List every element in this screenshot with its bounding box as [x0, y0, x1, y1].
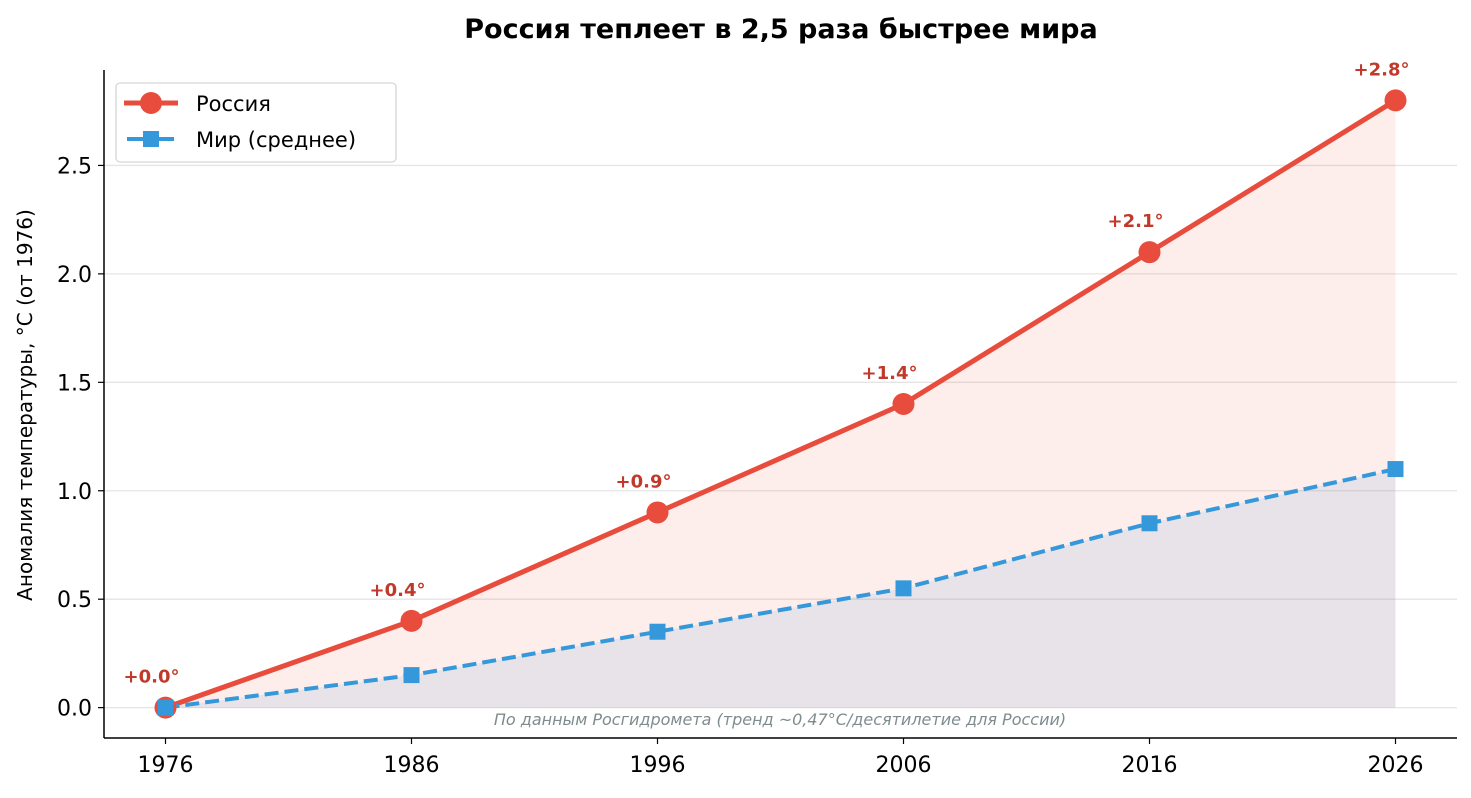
legend-label-world: Мир (среднее)	[196, 128, 356, 152]
data-label: +2.1°	[1108, 211, 1164, 232]
grid	[104, 164, 1457, 709]
y-tick-label: 2.5	[57, 154, 92, 179]
series-markers	[154, 89, 1407, 719]
series-line-russia	[164, 98, 1397, 710]
series-line-world	[165, 467, 1396, 710]
data-point	[403, 667, 420, 684]
y-tick-label: 0.0	[57, 697, 92, 722]
y-tick-label: 1.5	[57, 371, 92, 396]
area-fill-world	[165, 469, 1396, 708]
legend: Россия Мир (среднее)	[115, 82, 397, 163]
x-tick-label: 2016	[1122, 753, 1178, 778]
data-point	[895, 580, 912, 597]
data-point	[892, 393, 915, 415]
y-axis-label: Аномалия температуры, °C (от 1976)	[13, 209, 37, 601]
data-label: +1.4°	[862, 363, 918, 384]
x-tick-label: 2006	[876, 753, 932, 778]
data-label: +2.8°	[1354, 59, 1410, 80]
data-label: +0.0°	[124, 667, 180, 688]
legend-label-russia: Россия	[196, 92, 271, 116]
area-fills	[165, 100, 1396, 708]
data-label: +0.9°	[616, 471, 672, 492]
source-annotation: По данным Росгидромета (тренд ~0,47°C/де…	[494, 710, 1066, 729]
y-tick-label: 0.5	[57, 588, 92, 613]
data-point	[646, 501, 669, 524]
data-point	[1387, 461, 1404, 478]
legend-marker-square	[143, 131, 159, 147]
data-label: +0.4°	[370, 580, 426, 601]
data-point	[649, 623, 666, 640]
data-point	[157, 699, 174, 716]
data-point	[1384, 89, 1407, 112]
x-tick-label: 1996	[630, 753, 686, 778]
data-labels: +0.0° +0.4° +0.9° +1.4° +2.1° +2.8°	[124, 59, 1410, 687]
area-fill-russia	[165, 100, 1396, 708]
data-point	[1138, 241, 1161, 264]
data-point	[400, 609, 423, 632]
data-point	[1141, 515, 1158, 532]
x-tick-label: 1976	[138, 753, 194, 778]
chart-title: Россия теплеет в 2,5 раза быстрее мира	[464, 14, 1097, 45]
series-lines	[164, 98, 1397, 710]
x-tick-label: 2026	[1368, 753, 1424, 778]
legend-box	[115, 82, 397, 163]
y-tick-label: 2.0	[57, 263, 92, 288]
axes: 0.0 0.5 1.0 1.5 2.0 2.5 1976 1986 1996 2006 2016 20…	[57, 70, 1457, 778]
legend-marker-circle	[140, 92, 162, 114]
y-tick-label: 1.0	[57, 480, 92, 505]
x-tick-label: 1986	[384, 753, 440, 778]
